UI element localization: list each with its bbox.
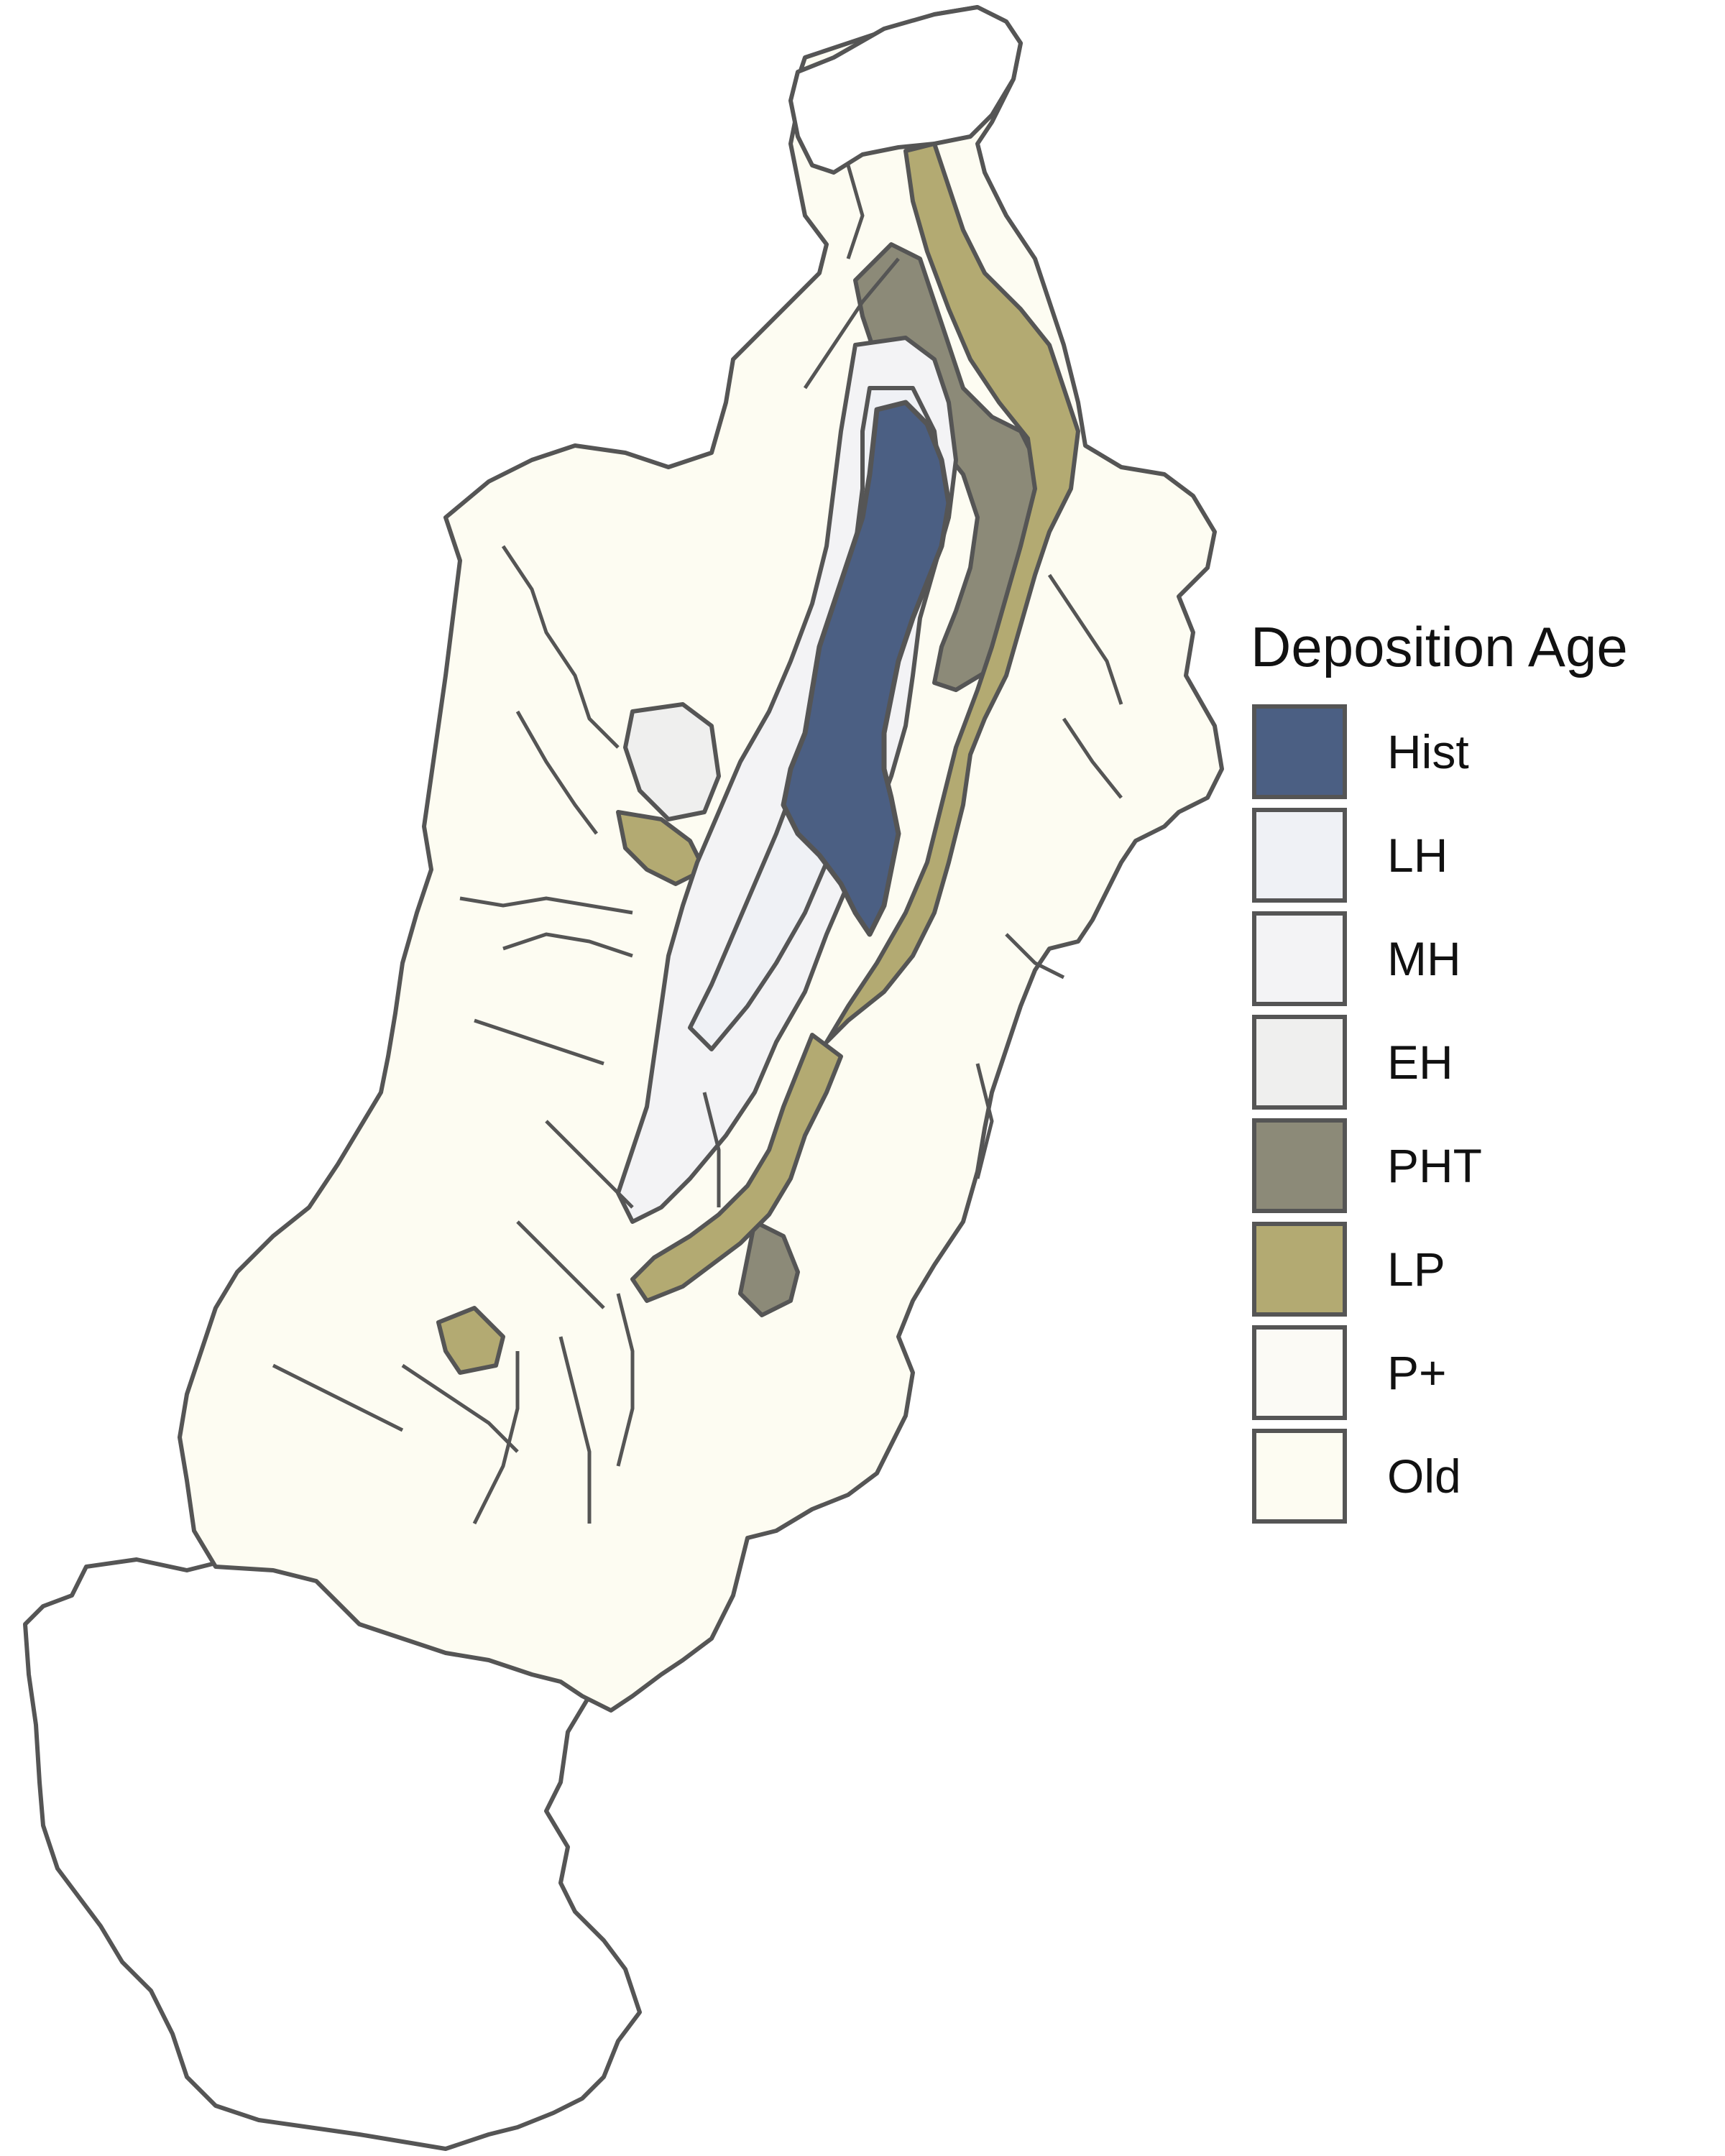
legend-label: PHT (1387, 1139, 1482, 1192)
legend-label: Old (1387, 1450, 1461, 1503)
legend-item-pplus: P+ (1251, 1325, 1711, 1429)
legend-title: Deposition Age (1251, 615, 1628, 678)
legend-label: EH (1387, 1036, 1453, 1089)
legend-swatch (1252, 1429, 1347, 1524)
legend-swatch (1252, 808, 1347, 903)
legend-swatch (1252, 1015, 1347, 1110)
zone-lp-west-lobe (616, 810, 707, 886)
headwater-outline (788, 5, 1023, 175)
legend-swatch (1252, 1118, 1347, 1213)
legend-swatch (1252, 911, 1347, 1006)
zone-lp-southwest (436, 1306, 505, 1375)
zone-lp-south (630, 1033, 843, 1303)
legend: Deposition Age Hist LH MH EH PHT LP P+ (1251, 614, 1711, 1532)
legend-label: Hist (1387, 725, 1469, 778)
legend-item-hist: Hist (1251, 704, 1711, 808)
legend-label: LH (1387, 829, 1448, 882)
legend-item-old: Old (1251, 1429, 1711, 1532)
legend-label: LP (1387, 1243, 1445, 1296)
legend-swatch (1252, 704, 1347, 799)
legend-item-lh: LH (1251, 808, 1711, 911)
zone-lp-north (824, 142, 1080, 1044)
drainage-network (272, 165, 1123, 1525)
zone-hist-lake (781, 400, 952, 937)
legend-swatch (1252, 1325, 1347, 1420)
legend-label: MH (1387, 932, 1461, 985)
legend-swatch (1252, 1222, 1347, 1317)
legend-item-pht: PHT (1251, 1118, 1711, 1222)
legend-item-eh: EH (1251, 1015, 1711, 1118)
legend-item-mh: MH (1251, 911, 1711, 1015)
legend-label: P+ (1387, 1346, 1447, 1399)
zone-pht-south (738, 1220, 800, 1317)
legend-items: Hist LH MH EH PHT LP P+ Old (1251, 704, 1711, 1532)
zone-eh (623, 702, 721, 821)
legend-item-lp: LP (1251, 1222, 1711, 1325)
